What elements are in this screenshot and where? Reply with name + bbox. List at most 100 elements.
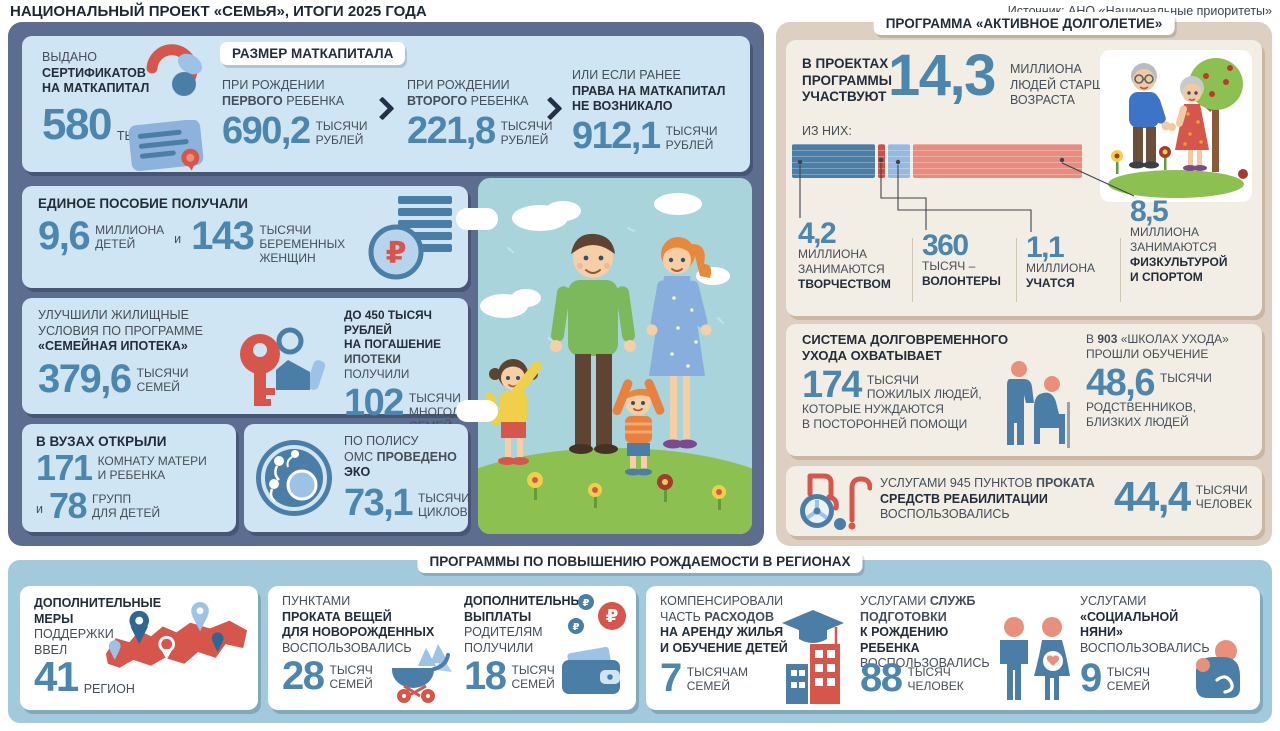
text-line: ВОСПОЛЬЗОВАЛИСЬ: [1080, 640, 1210, 655]
stat-value: 1,1: [1026, 231, 1065, 264]
text-line: ВТОРОГО РЕБЕНКА: [407, 93, 529, 108]
stat-value: 379,6: [38, 356, 132, 401]
participants-card: В ПРОЕКТАХ ПРОГРАММЫ УЧАСТВУЮТ 14,3 МИЛЛ…: [786, 40, 1262, 316]
wallet-icon: ₽ ₽ ₽: [562, 594, 626, 694]
participants-caption: В ПРОЕКТАХ ПРОГРАММЫ УЧАСТВУЮТ: [802, 56, 892, 106]
band-title-label: ПРОГРАММЫ ПО ПОВЫШЕНИЮ РОЖДАЕМОСТИ В РЕГ…: [417, 550, 863, 573]
education-housing-icon: [782, 610, 844, 704]
text-line: ПЕРВОГО РЕБЕНКА: [222, 93, 345, 108]
text-line: ОМС ПРОВЕДЕНО: [344, 449, 457, 464]
text-line: КОМПЕНСИРОВАЛИ: [660, 594, 784, 608]
text-line: МЕРЫ: [34, 611, 74, 626]
keys-icon: [240, 327, 326, 406]
caregiver-icon: [1007, 361, 1070, 448]
stat-unit: ТЫСЯЧИ БЕРЕМЕННЫХ ЖЕНЩИН: [259, 223, 346, 266]
russia-map-icon: [105, 602, 248, 668]
matcapital-size-label: РАЗМЕР МАТКАПИТАЛА: [220, 42, 406, 65]
expecting-couple-icon: [1000, 617, 1070, 700]
regions-caption: ДОПОЛНИТЕЛЬНЫЕ МЕРЫ ПОДДЕРЖКИ ВВЕЛ: [34, 596, 161, 658]
text-line: МИЛЛИОНА: [798, 247, 867, 261]
text-line: НА ПОГАШЕНИЕ: [344, 337, 442, 352]
mortgage-payoff: ДО 450 ТЫСЯЧ РУБЛЕЙ НА ПОГАШЕНИЕ ИПОТЕКИ…: [344, 308, 503, 434]
text-line: ВЫДАНО: [42, 50, 97, 64]
stat-unit: МИЛЛИОНА ЛЮДЕЙ СТАРШЕГО ВОЗРАСТА: [1010, 62, 1128, 109]
text-line: ЗАНИМАЮТСЯ: [798, 261, 885, 276]
text-line: МИЛЛИОНА: [1026, 261, 1095, 275]
text-line: УЛУЧШИЛИ ЖИЛИЩНЫЕ: [38, 308, 189, 322]
stat-mortgage-card: УЛУЧШИЛИ ЖИЛИЩНЫЕ УСЛОВИЯ ПО ПРОГРАММЕ «…: [22, 298, 503, 433]
text-line: РОДСТВЕННИКОВ,: [1086, 399, 1197, 414]
wheelchair-icon: [800, 473, 872, 530]
text-line: ЭКО: [344, 465, 371, 479]
rehab-caption: УСЛУГАМИ 945 ПУНКТОВ ПРОКАТА СРЕДСТВ РЕА…: [880, 476, 1110, 523]
stat-value: 171: [36, 447, 93, 488]
stat-value: 41: [34, 653, 79, 700]
breakdown-volunteers: 360 ТЫСЯЧ – ВОЛОНТЕРЫ: [922, 229, 1014, 289]
stat-unit: ТЫСЯЧ СЕМЕЙ: [1106, 665, 1151, 694]
family-illustration: [478, 178, 752, 534]
stat-unit: ТЫСЯЧ ЧЕЛОВЕК: [907, 665, 964, 694]
text-line: УХОДА ОХВАТЫВАЕТ: [802, 348, 942, 364]
stat-benefit-card: ЕДИНОЕ ПОСОБИЕ ПОЛУЧАЛИ 9,6 МИЛЛИОНА ДЕТЕ…: [22, 186, 468, 288]
stat-unit: ТЫСЯЧИ ЧЕЛОВЕК: [1195, 483, 1252, 512]
divider: [1016, 238, 1017, 302]
payments-caption: ДОПОЛНИТЕЛЬНЫЕ ВЫПЛАТЫ РОДИТЕЛЯМ ПОЛУЧИЛ…: [464, 594, 594, 656]
ivf-icon: [256, 440, 332, 516]
text-line: ПРИ РОЖДЕНИИ: [407, 78, 510, 92]
stat-unit: ГРУПП ДЛЯ ДЕТЕЙ: [92, 492, 161, 521]
text-line: СИСТЕМА ДОЛГОВРЕМЕННОГО: [802, 332, 1009, 347]
stat-regions-card: ДОПОЛНИТЕЛЬНЫЕ МЕРЫ ПОДДЕРЖКИ ВВЕЛ 41 РЕ…: [20, 586, 258, 710]
family-mortgage: УЛУЧШИЛИ ЖИЛИЩНЫЕ УСЛОВИЯ ПО ПРОГРАММЕ «…: [38, 308, 238, 401]
stat-value: 360: [922, 229, 969, 262]
text-line: СРЕДСТВ РЕАБИЛИТАЦИИ: [880, 491, 1048, 506]
stat-value: 44,4: [1114, 473, 1191, 520]
text-line: И СПОРТОМ: [1130, 269, 1203, 284]
text-line: РЕБЕНКА: [860, 640, 920, 655]
compensation-caption: КОМПЕНСИРОВАЛИ ЧАСТЬ РАСХОДОВ НА АРЕНДУ …: [660, 594, 815, 656]
stat-value: 174: [802, 364, 862, 407]
text-line: ДОПОЛНИТЕЛЬНЫЕ: [464, 594, 592, 608]
stat-value: 221,8: [407, 110, 496, 152]
text-line: В ПОСТОРОННЕЙ ПОМОЩИ: [802, 417, 968, 432]
divider: [1120, 238, 1121, 302]
svg-text:₽: ₽: [386, 236, 407, 271]
text-line: УСЛУГАМИ: [1080, 594, 1147, 608]
stat-matcapital-card: ВЫДАНО СЕРТИФИКАТОВ НА МАТКАПИТАЛ 580 ТЫ…: [22, 36, 750, 172]
stat-unit: ТЫСЯЧ СЕМЕЙ: [511, 663, 555, 692]
stat-value: 4,2: [798, 217, 837, 250]
stat-value: 73,1: [344, 481, 413, 524]
card-heading: ЕДИНОЕ ПОСОБИЕ ПОЛУЧАЛИ: [38, 196, 248, 211]
stat-unit: ТЫСЯЧАМ СЕМЕЙ: [686, 665, 749, 694]
text-line: ВОСПОЛЬЗОВАЛИСЬ: [282, 640, 412, 655]
text-line: «СЕМЕЙНАЯ ИПОТЕКА»: [38, 339, 188, 353]
text-line: «СОЦИАЛЬНОЙ: [1080, 609, 1179, 624]
text-line: ВВЕЛ: [34, 642, 68, 657]
text-line: ПРОШЛИ ОБУЧЕНИЕ: [1086, 346, 1209, 361]
stat-value: 102: [344, 382, 404, 425]
stat-unit: МИЛЛИОНА ДЕТЕЙ: [95, 223, 165, 252]
nanny-caption: УСЛУГАМИ «СОЦИАЛЬНОЙ НЯНИ» ВОСПОЛЬЗОВАЛИ…: [1080, 594, 1220, 656]
text-line: И ОБУЧЕНИЕ ДЕТЕЙ: [660, 640, 788, 655]
text-line: ИЛИ ЕСЛИ РАНЕЕ: [572, 68, 681, 82]
svg-text:₽: ₽: [573, 622, 580, 633]
svg-text:₽: ₽: [606, 606, 619, 627]
stat-value: 9,6: [38, 214, 91, 258]
text-line: ПОЛУЧИЛИ: [464, 640, 534, 655]
family-project-panel: ВЫДАНО СЕРТИФИКАТОВ НА МАТКАПИТАЛ 580 ТЫ…: [8, 22, 764, 546]
conjunction: и: [174, 232, 182, 246]
pacifier-icon: [146, 44, 203, 96]
text-line: КОТОРЫЕ НУЖДАЮТСЯ: [802, 402, 944, 417]
text-line: ЗАНИМАЮТСЯ: [1130, 239, 1217, 254]
stat-value: 28: [282, 654, 325, 698]
text-line: В 903 «ШКОЛАХ УХОДА»: [1086, 332, 1229, 346]
stat-unit: ТЫСЯЧИ ЦИКЛОВ: [417, 490, 470, 519]
stat-ivf-card: ПО ПОЛИСУ ОМС ПРОВЕДЕНО ЭКО 73,1 ТЫСЯЧИ Ц…: [244, 424, 470, 532]
breakdown-study: 1,1 МИЛЛИОНА УЧАТСЯ: [1026, 231, 1118, 291]
text-line: НЕ ВОЗНИКАЛО: [572, 99, 673, 113]
text-line: ВОСПОЛЬЗОВАЛИСЬ: [860, 656, 990, 670]
rental-points-caption: ПУНКТАМИ ПРОКАТА ВЕЩЕЙ ДЛЯ НОВОРОЖДЕННЫХ…: [282, 594, 452, 656]
care-school-stat: В 903 «ШКОЛАХ УХОДА» ПРОШЛИ ОБУЧЕНИЕ 48,…: [1086, 332, 1256, 430]
text-line: ЛЮДЕЙ СТАРШЕГО: [1010, 77, 1128, 92]
cloud-decoration: [456, 400, 498, 422]
text-line: ПОДДЕРЖКИ: [34, 627, 114, 641]
